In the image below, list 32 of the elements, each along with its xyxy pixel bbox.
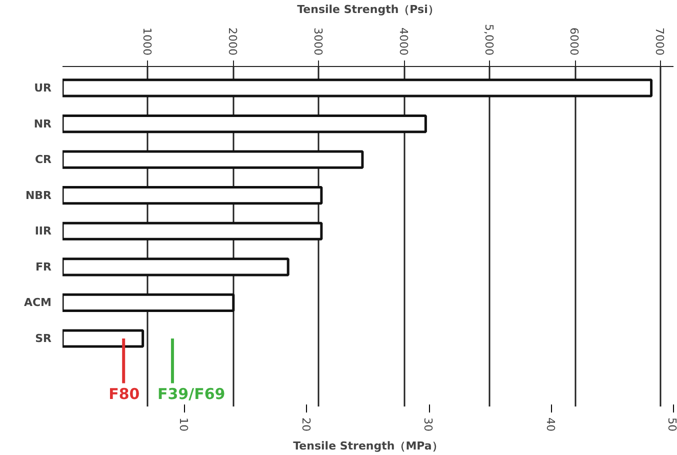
x2-tick-label: 40 <box>544 418 557 432</box>
ref-line-label: F80 <box>108 385 140 404</box>
ref-line-label: F39/F69 <box>157 385 226 404</box>
y-tick-label: ACM <box>24 296 52 310</box>
bar <box>62 150 364 169</box>
x-tick-label: 3000 <box>311 28 324 56</box>
y-tick-label: UR <box>34 81 52 94</box>
y-tick-label: SR <box>35 332 52 345</box>
bar <box>62 329 144 348</box>
y-tick-label: IIR <box>34 224 52 238</box>
bar <box>62 222 323 240</box>
y-tick-label: NBR <box>25 188 52 202</box>
x2-axis-title: Tensile Strength（MPa） <box>293 439 443 452</box>
bar <box>62 186 323 205</box>
x-tick-label: 7000 <box>653 28 666 56</box>
x2-tick-label: 30 <box>422 418 435 432</box>
x-tick-label: 4000 <box>396 28 410 56</box>
x2-tick-label: 20 <box>299 418 312 432</box>
x-tick-label: 5,000 <box>482 24 496 56</box>
bar <box>62 114 427 134</box>
bar <box>62 258 290 276</box>
x2-tick-label: 10 <box>177 418 190 432</box>
x-tick-label: 2000 <box>226 28 239 56</box>
bar <box>62 293 235 312</box>
x-tick-label: 6000 <box>568 28 581 56</box>
y-tick-label: NR <box>34 117 52 130</box>
x-axis-title: Tensile Strength（Psi） <box>297 3 439 16</box>
x2-tick-label: 50 <box>666 418 677 432</box>
x-tick-label: 1000 <box>140 28 154 56</box>
bar <box>62 78 653 98</box>
y-tick-label: FR <box>36 260 52 274</box>
y-tick-label: CR <box>34 153 52 166</box>
